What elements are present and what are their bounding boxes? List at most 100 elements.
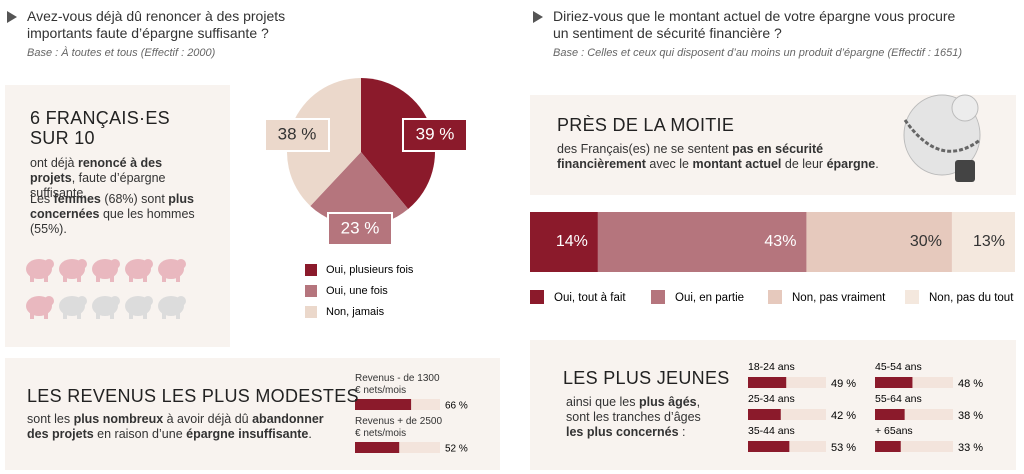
category-label: Revenus + de 2500 € nets/mois — [355, 416, 443, 439]
pie-slice — [310, 152, 409, 226]
bar-track — [875, 441, 953, 452]
text-run: épargne insuffisante — [186, 427, 309, 441]
bullet — [7, 11, 17, 23]
bar — [748, 409, 781, 420]
value-label: 38 % — [958, 410, 983, 422]
value-label: 23 % — [341, 218, 380, 237]
label-box — [402, 118, 468, 152]
bar — [355, 442, 400, 453]
category-label: 25-34 ans — [748, 393, 795, 405]
bar — [748, 377, 787, 388]
bar-segment — [530, 212, 598, 272]
paragraph: ainsi que les plus âgés, sont les tranch… — [566, 395, 706, 440]
question: Diriez-vous que le montant actuel de vot… — [553, 8, 956, 41]
category-label: 18-24 ans — [748, 361, 795, 373]
text-run: femmes — [53, 192, 101, 206]
piggy-bank-illustration — [903, 94, 981, 182]
base-note: Base : Celles et ceux qui disposent d’au… — [553, 47, 963, 59]
paragraph: des Français(es) ne se sentent pas en sé… — [557, 142, 887, 172]
category-label: 55-64 ans — [875, 393, 922, 405]
value-label: 33 % — [958, 442, 983, 454]
value-label: 39 % — [416, 124, 455, 143]
legend-swatch — [651, 290, 665, 304]
text-run: que les hommes (55%). — [30, 207, 195, 236]
text-run: de leur — [781, 157, 827, 171]
legend-label: Non, pas vraiment — [792, 292, 886, 304]
text-run: abandonner des projets — [27, 412, 324, 441]
text-run: sont les — [27, 412, 74, 426]
value-label: 52 % — [445, 444, 468, 455]
paragraph: sont les plus nombreux à avoir déjà dû a… — [27, 412, 327, 442]
text-run: plus âgés — [638, 395, 697, 409]
text-run: . — [875, 157, 879, 171]
text-run: , faute d’épargne suffisante. — [30, 171, 166, 200]
headline: 6 FRANÇAIS·ES SUR 10 — [30, 108, 170, 148]
category-label: + 65ans — [875, 425, 913, 437]
value-label: 13% — [973, 233, 1005, 250]
question: Avez-vous déjà dû renoncer à des projets… — [27, 8, 286, 41]
label-box — [327, 212, 393, 246]
text-run: avec le — [645, 157, 693, 171]
text-run: . — [308, 427, 312, 441]
text-run: plus nombreux — [73, 412, 164, 426]
headline: PRÈS DE LA MOITIE — [557, 115, 735, 135]
category-label: 35-44 ans — [748, 425, 795, 437]
value-label: 43% — [764, 233, 796, 250]
paragraph: ont déjà renoncé à des projets, faute d’… — [30, 156, 210, 201]
bar-segment — [597, 212, 807, 272]
legend-swatch — [768, 290, 782, 304]
bar — [748, 441, 790, 452]
legend-label: Non, jamais — [326, 306, 385, 318]
text-run: épargne — [826, 157, 876, 171]
bar-track — [875, 409, 953, 420]
value-label: 49 % — [831, 378, 856, 390]
legend-swatch — [905, 290, 919, 304]
text-run: ont déjà — [30, 156, 78, 170]
text-run: les plus concernés — [566, 425, 679, 439]
bar — [875, 377, 913, 388]
value-label: 14% — [556, 233, 588, 250]
base-note: Base : À toutes et tous (Effectif : 2000… — [27, 47, 216, 59]
label-box — [264, 118, 330, 152]
bar — [355, 399, 412, 410]
legend-label: Oui, tout à fait — [554, 292, 626, 304]
text-run: des Français(es) ne se sentent — [557, 142, 733, 156]
bar-segment — [806, 212, 952, 272]
category-label: Revenus - de 1300 € nets/mois — [355, 373, 440, 396]
paragraph: Les femmes (68%) sont plus concernées qu… — [30, 192, 210, 237]
legend-swatch — [305, 306, 317, 318]
text-run: en raison d’une — [93, 427, 187, 441]
value-label: 66 % — [445, 401, 468, 412]
bar-segment — [951, 212, 1015, 272]
text-run: pas en sécurité financièrement — [557, 142, 824, 171]
value-label: 53 % — [831, 442, 856, 454]
text-run: renoncé à des projets — [30, 156, 163, 185]
legend-label: Non, pas du tout — [929, 292, 1014, 304]
headline: LES PLUS JEUNES — [563, 368, 730, 388]
value-label: 38 % — [278, 124, 317, 143]
legend-swatch — [530, 290, 544, 304]
bullet — [533, 11, 543, 23]
bar — [875, 409, 905, 420]
bar-track — [875, 377, 953, 388]
bar-track — [748, 409, 826, 420]
headline: LES REVENUS LES PLUS MODESTES — [27, 386, 359, 406]
legend-swatch — [305, 285, 317, 297]
text-run: montant actuel — [692, 157, 782, 171]
pig-icons — [26, 259, 186, 319]
text-run: : — [678, 425, 686, 439]
legend-swatch — [305, 264, 317, 276]
value-label: 42 % — [831, 410, 856, 422]
legend-label: Oui, plusieurs fois — [326, 264, 414, 276]
value-label: 30% — [910, 233, 942, 250]
bar-track — [748, 377, 826, 388]
text-run: (68%) sont — [100, 192, 169, 206]
text-run: à avoir déjà dû — [163, 412, 253, 426]
pie-slice — [361, 78, 436, 210]
legend-label: Oui, en partie — [675, 292, 744, 304]
legend-label: Oui, une fois — [326, 285, 388, 297]
bar — [875, 441, 901, 452]
text-run: ainsi que les — [566, 395, 639, 409]
